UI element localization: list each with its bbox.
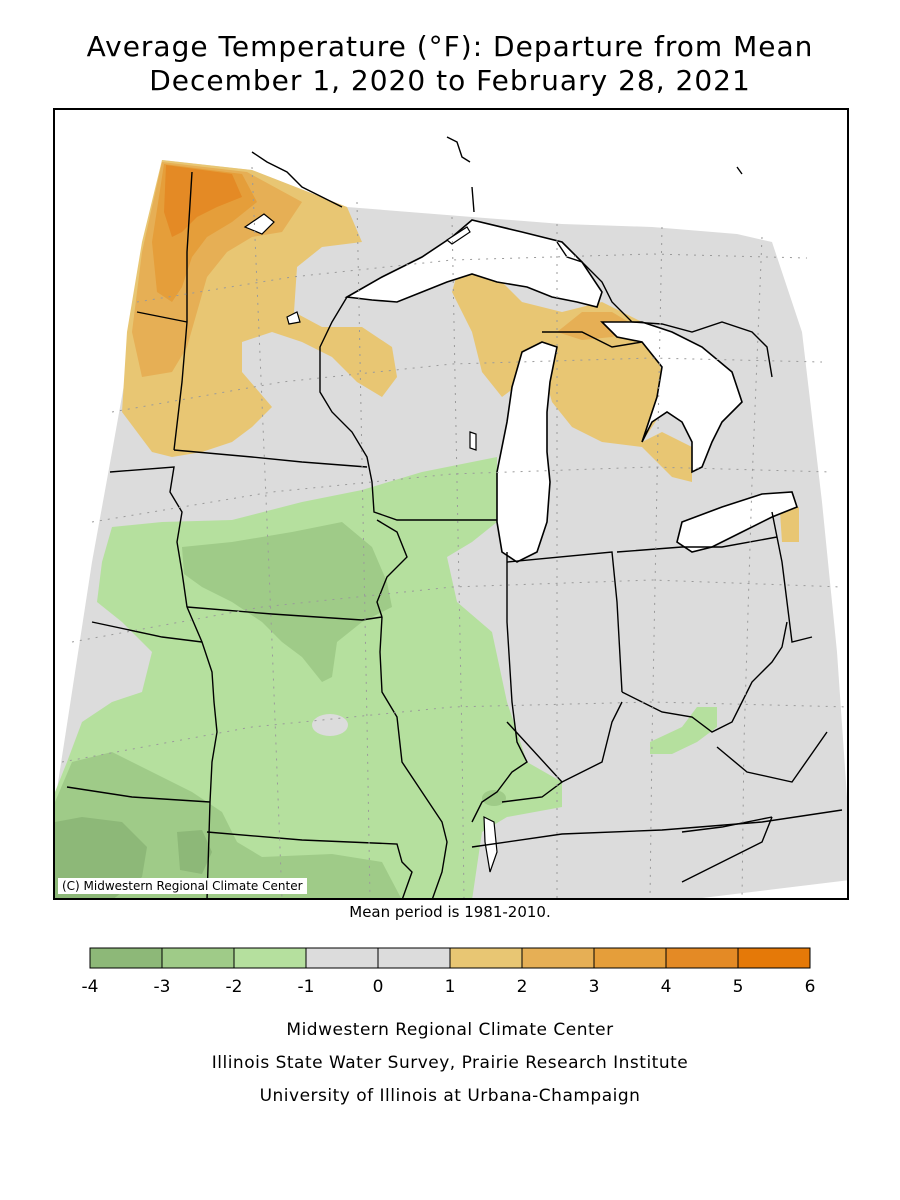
legend-bin [521,947,595,969]
mean-period-note: Mean period is 1981-2010. [349,903,551,921]
temperature-departure-map [55,136,847,898]
legend-bin [593,947,667,969]
cold-region-minus2-to-minus3-iowa [182,522,392,682]
state-boundaries [66,171,843,898]
map-title-line1: Average Temperature (°F): Departure from… [86,30,814,63]
cold-region-minus3-to-minus4-b [177,830,212,874]
legend-bin [233,947,307,969]
cold-region-minus3-to-minus4 [55,817,147,898]
legend-bin [449,947,523,969]
legend-tick-label: 3 [589,977,600,997]
red-lake [286,311,301,325]
near-normal-pocket [312,714,348,736]
warm-region-1-to-2-michigan [452,257,692,482]
legend-tick-label: 6 [805,977,816,997]
credit-mrcc: Midwestern Regional Climate Center [286,1020,614,1040]
warm-region-4-to-5 [164,165,242,237]
legend-bin [665,947,739,969]
map-title-line2: December 1, 2020 to February 28, 2021 [149,64,751,97]
credit-uiuc: University of Illinois at Urbana-Champai… [259,1086,641,1106]
lake-winnebago [469,431,477,451]
legend-tick-label: 1 [445,977,456,997]
map-frame [53,108,849,900]
cold-region-minus1-to-minus2-ky [650,707,717,754]
legend-bin [161,947,235,969]
legend-bin [377,947,451,969]
cold-pocket [482,790,506,806]
credit-isws: Illinois State Water Survey, Prairie Res… [211,1053,689,1073]
lake-michigan [496,341,558,563]
legend-tick-label: 0 [373,977,384,997]
legend-tick-label: 5 [733,977,744,997]
lake-of-the-woods [243,213,275,235]
legend-tick-label: -2 [226,977,243,997]
warm-region-1-to-2-east [780,507,799,542]
lake-huron [600,321,743,474]
legend-tick-label: -3 [154,977,171,997]
legend-tick-label: -1 [298,977,315,997]
isle-royale [445,226,471,245]
legend-tick-label: -4 [82,977,99,997]
legend-bin [89,947,163,969]
map-copyright: (C) Midwestern Regional Climate Center [58,878,307,894]
legend-tick-label: 2 [517,977,528,997]
graticule [61,166,847,898]
legend-tick-label: 4 [661,977,672,997]
canada-shoreline [251,136,773,378]
lake-erie [676,491,798,553]
legend-bin [737,947,811,969]
color-legend: -4 -3 -2 -1 0 1 2 3 4 5 6 [82,947,816,997]
legend-bin [305,947,379,969]
